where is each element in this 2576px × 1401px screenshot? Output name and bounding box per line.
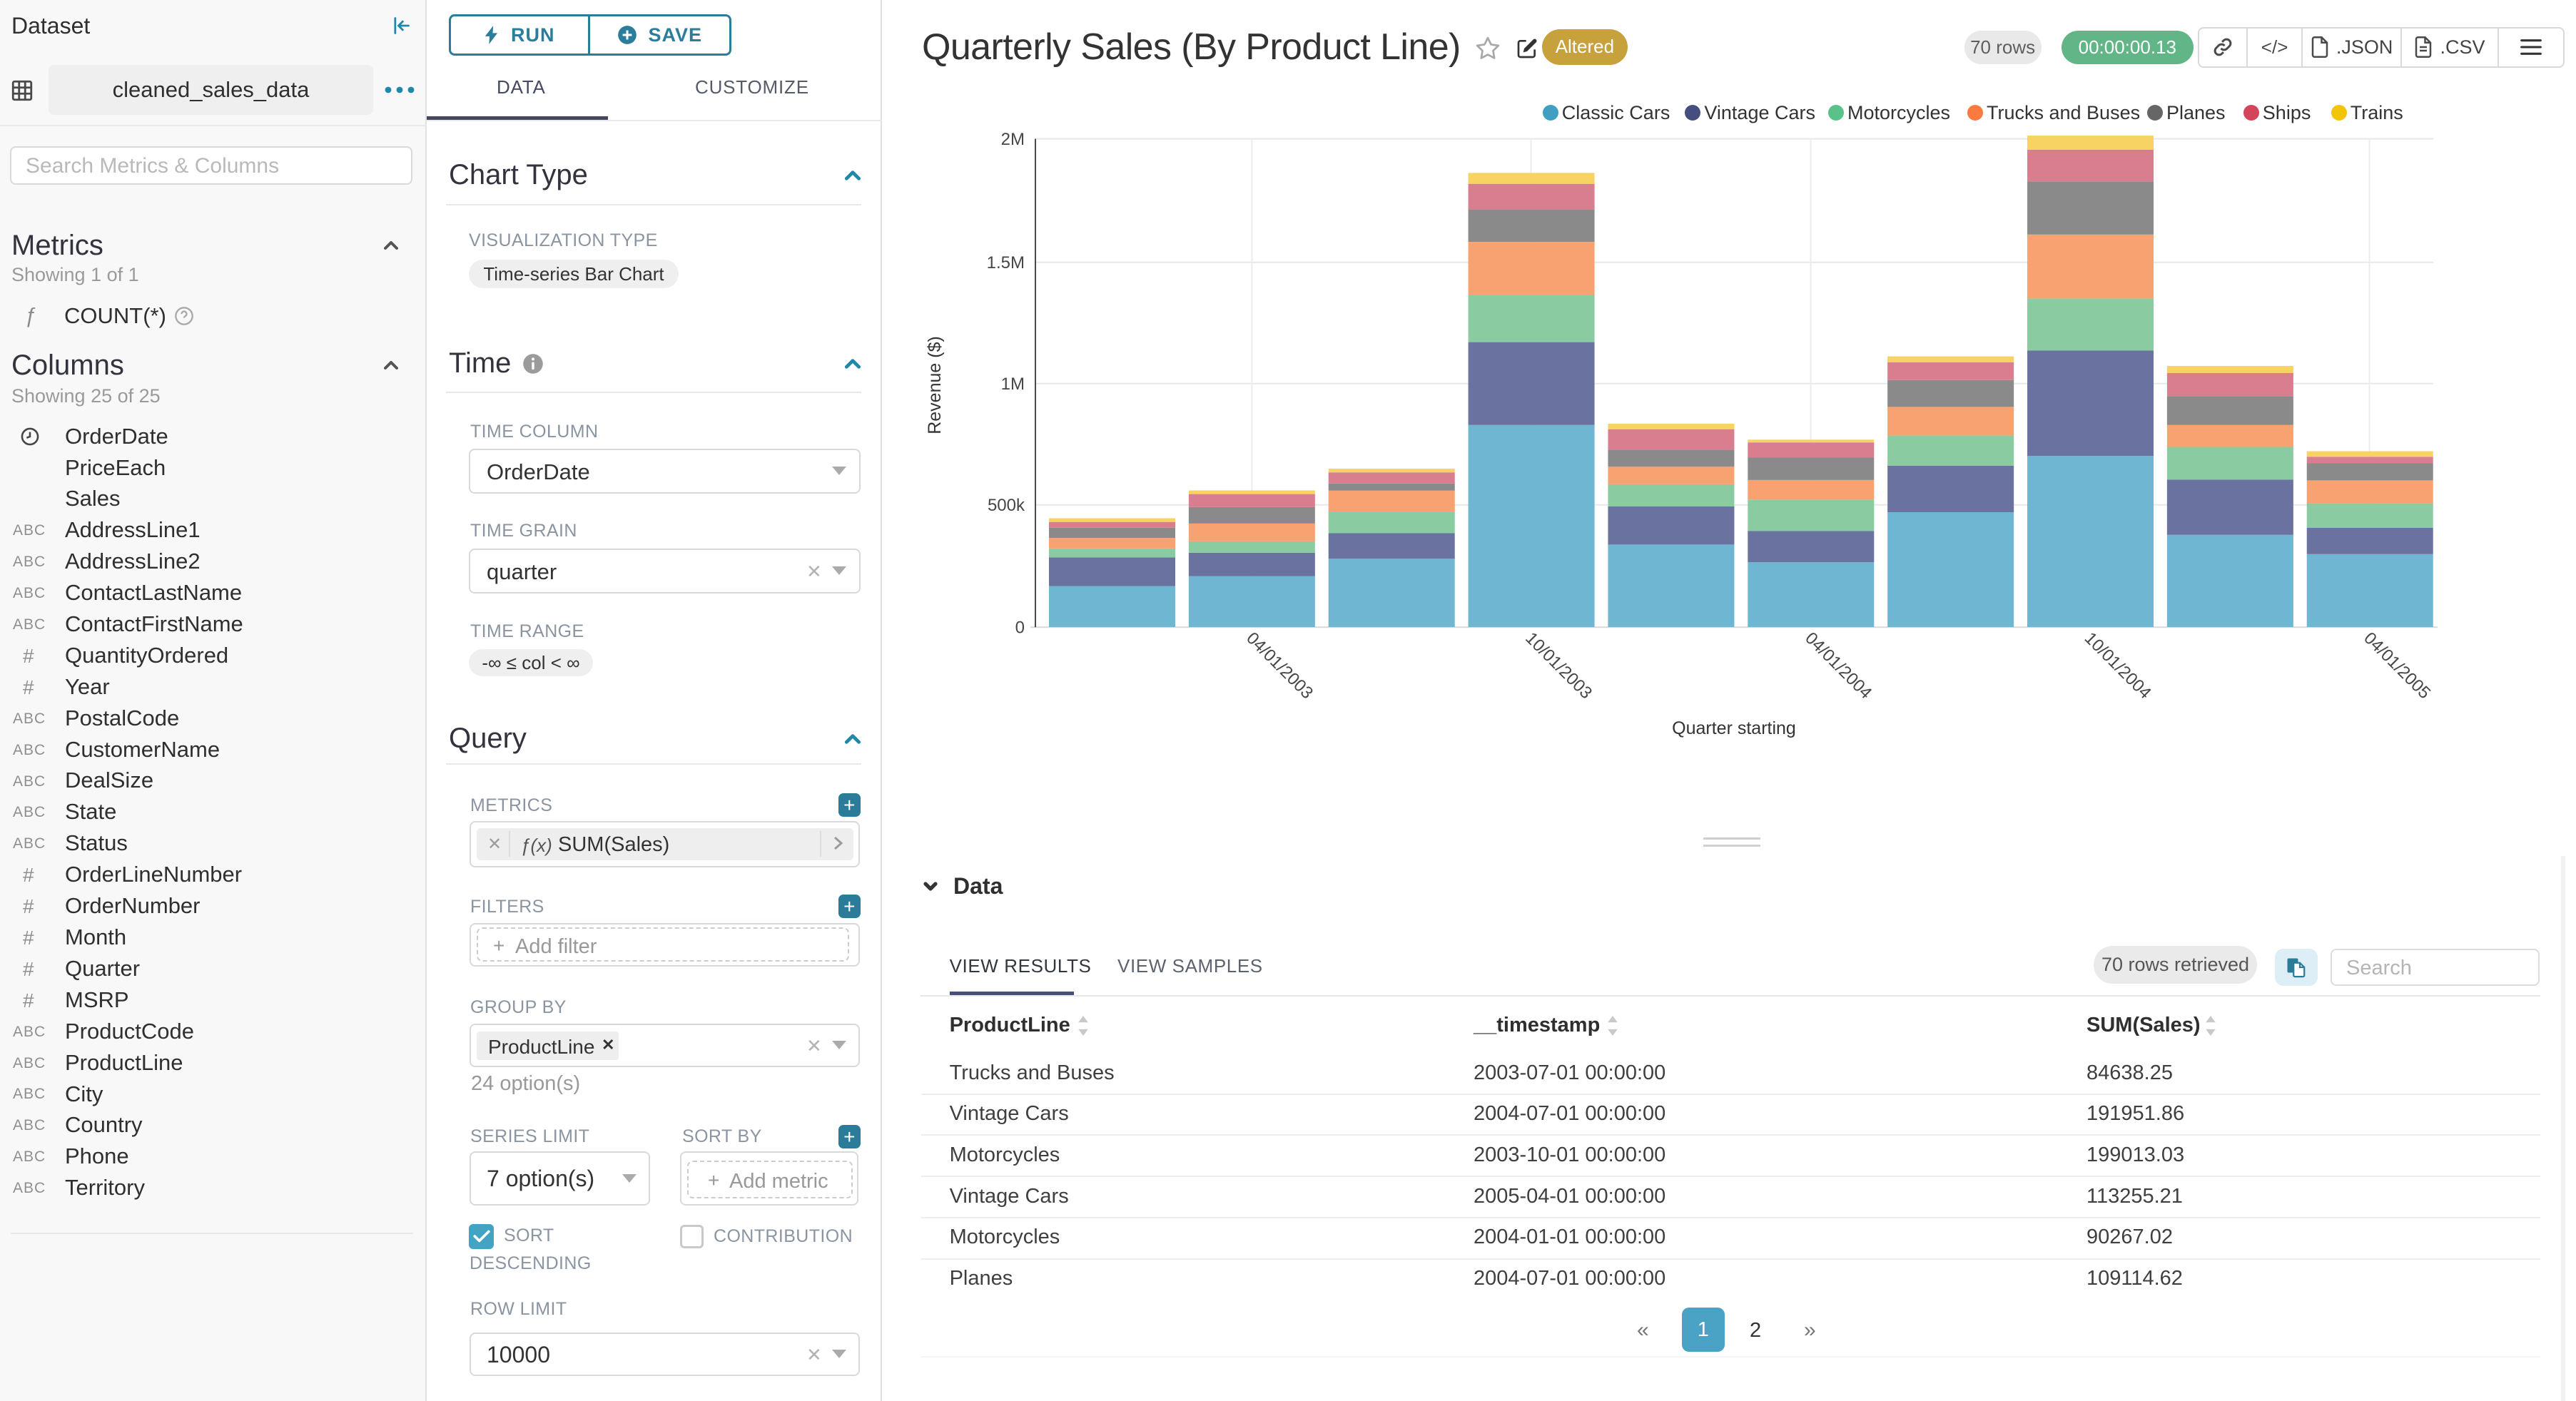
svg-text:0: 0 bbox=[1015, 618, 1025, 638]
svg-text:1M: 1M bbox=[1001, 375, 1025, 394]
svg-text:04/01/2005: 04/01/2005 bbox=[2360, 628, 2434, 703]
svg-text:04/01/2004: 04/01/2004 bbox=[1801, 628, 1875, 703]
svg-text:2M: 2M bbox=[1001, 130, 1025, 149]
svg-text:04/01/2003: 04/01/2003 bbox=[1242, 628, 1317, 703]
svg-text:Quarter starting: Quarter starting bbox=[1672, 718, 1796, 738]
svg-text:10/01/2003: 10/01/2003 bbox=[1521, 628, 1596, 703]
svg-text:1.5M: 1.5M bbox=[987, 253, 1025, 272]
svg-text:500k: 500k bbox=[988, 496, 1025, 515]
svg-text:Revenue ($): Revenue ($) bbox=[925, 336, 945, 434]
svg-text:10/01/2004: 10/01/2004 bbox=[2081, 628, 2155, 703]
